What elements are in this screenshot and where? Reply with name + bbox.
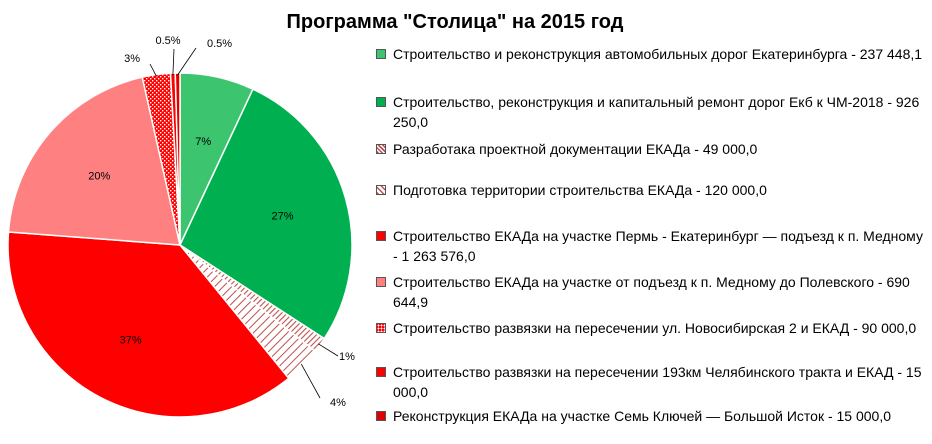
slice-percent-label: 0.5% — [155, 35, 180, 47]
pie-slices — [7, 72, 353, 418]
slice-percent-label: 3% — [124, 53, 140, 65]
legend-swatch — [376, 97, 386, 107]
legend-label: Реконструкция ЕКАДа на участке Семь Ключ… — [393, 408, 892, 424]
slice-percent-label: 4% — [330, 397, 346, 409]
slice-percent-label: 1% — [339, 351, 355, 363]
chart-title: Программа "Столица" на 2015 год — [287, 11, 624, 33]
leader-line — [177, 47, 197, 76]
slice-percent-label: 20% — [88, 170, 110, 182]
legend-swatch — [376, 323, 386, 333]
pie-slice — [7, 231, 290, 418]
legend-item: Подготовка территории строительства ЕКАД… — [376, 180, 924, 200]
legend-swatch — [376, 411, 386, 421]
legend-item: Строительство развязки на пересечении 19… — [376, 362, 924, 402]
leader-line — [300, 363, 321, 399]
legend-label: Строительство развязки на пересечении ул… — [393, 320, 917, 336]
pie-slice — [7, 76, 181, 246]
leader-lines — [149, 47, 339, 399]
legend-swatch — [376, 49, 386, 59]
legend-swatch — [376, 144, 386, 154]
legend-item: Разработака проектной документации ЕКАДа… — [376, 139, 924, 159]
legend-swatch — [376, 367, 386, 377]
legend-item: Строительство развязки на пересечении ул… — [376, 318, 924, 338]
pie-slice — [179, 88, 353, 340]
legend-label: Строительство, реконструкция и капитальн… — [393, 94, 920, 130]
legend-label: Строительство ЕКАДа на участке от подъез… — [393, 274, 910, 310]
slice-percent-label: 27% — [271, 211, 293, 223]
leader-line — [318, 343, 339, 357]
legend-item: Реконструкция ЕКАДа на участке Семь Ключ… — [376, 406, 924, 426]
legend-item: Строительство ЕКАДа на участке Пермь - Е… — [376, 226, 924, 266]
leader-line — [149, 63, 157, 77]
slice-percent-label: 7% — [195, 136, 211, 148]
legend-swatch — [376, 185, 386, 195]
pie-slice — [174, 72, 181, 246]
legend-label: Разработака проектной документации ЕКАДа… — [393, 141, 758, 157]
legend-item: Строительство ЕКАДа на участке от подъез… — [376, 272, 924, 312]
legend-item: Строительство, реконструкция и капитальн… — [376, 92, 924, 132]
legend-swatch — [376, 231, 386, 241]
slice-percent-label: 37% — [120, 335, 142, 347]
legend-item: Строительство и реконструкция автомобиль… — [376, 44, 924, 64]
legend-label: Подготовка территории строительства ЕКАД… — [393, 182, 767, 198]
slice-percent-label: 0.5% — [207, 38, 232, 50]
legend-label: Строительство ЕКАДа на участке Пермь - Е… — [393, 228, 923, 264]
leader-line — [172, 48, 175, 76]
legend-swatch — [376, 277, 386, 287]
legend-label: Строительство и реконструкция автомобиль… — [393, 46, 923, 62]
slice-labels: 7% 27% 1% 4% 37% 20% 3% 0.5% 0.5% — [88, 35, 355, 409]
legend-label: Строительство развязки на пересечении 19… — [393, 364, 922, 400]
